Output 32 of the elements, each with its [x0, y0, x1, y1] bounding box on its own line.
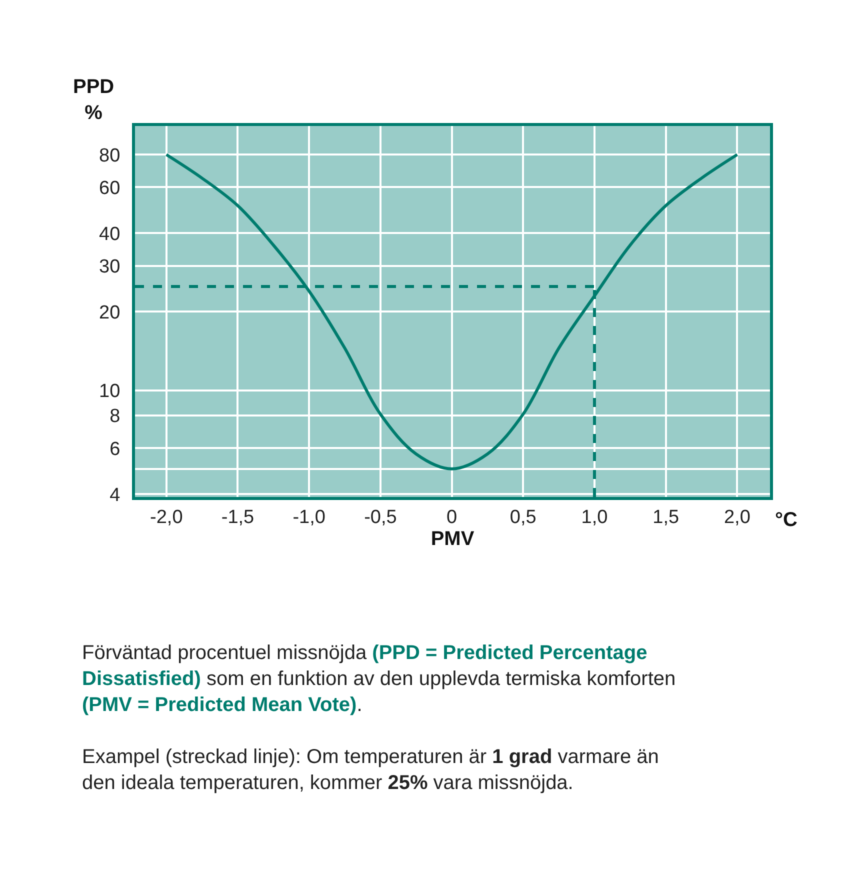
- x-tick-label: -2,0: [150, 506, 183, 528]
- text: Dissatisfied): [82, 668, 201, 690]
- x-tick-label: 0: [446, 506, 458, 528]
- text: 25%: [388, 772, 428, 794]
- y-tick-label: 30: [99, 256, 120, 278]
- text: vara missnöjda.: [433, 772, 574, 794]
- text: °C: [775, 509, 798, 531]
- text: Exampel (streckad linje): Om temperaturen är: [82, 746, 487, 768]
- y-tick-label: 4: [110, 484, 121, 506]
- y-tick-label: 60: [99, 178, 120, 199]
- x-axis-title: PMV: [430, 528, 475, 550]
- y-tick-label: 8: [110, 406, 120, 428]
- text: som en funktion av den upplevda termiska komforten: [206, 668, 676, 690]
- y-tick-label: 6: [110, 438, 120, 460]
- x-tick-label: -1,5: [221, 506, 254, 528]
- text: (PMV = Predicted Mean Vote): [82, 694, 357, 716]
- y-tick-label: 80: [99, 145, 120, 166]
- x-tick-label: 1,0: [581, 506, 608, 528]
- text: varmare än: [558, 746, 659, 768]
- y-tick-label: 20: [99, 302, 120, 324]
- x-tick-label: -0,5: [364, 506, 397, 528]
- x-tick-label: 1,5: [652, 506, 680, 528]
- text: 1 grad: [492, 746, 552, 768]
- y-tick-label: 10: [99, 380, 120, 402]
- text: Förväntad procentuel missnöjda: [82, 642, 367, 664]
- x-tick-label: -1,0: [292, 506, 326, 528]
- text: den ideala temperaturen, kommer: [82, 772, 382, 794]
- text: (PPD = Predicted Percentage: [372, 642, 648, 664]
- y-axis-title: PPD %: [73, 76, 114, 124]
- y-tick-label: 40: [99, 224, 120, 245]
- x-tick-label: 2,0: [724, 506, 750, 528]
- x-tick-label: 0,5: [510, 506, 536, 528]
